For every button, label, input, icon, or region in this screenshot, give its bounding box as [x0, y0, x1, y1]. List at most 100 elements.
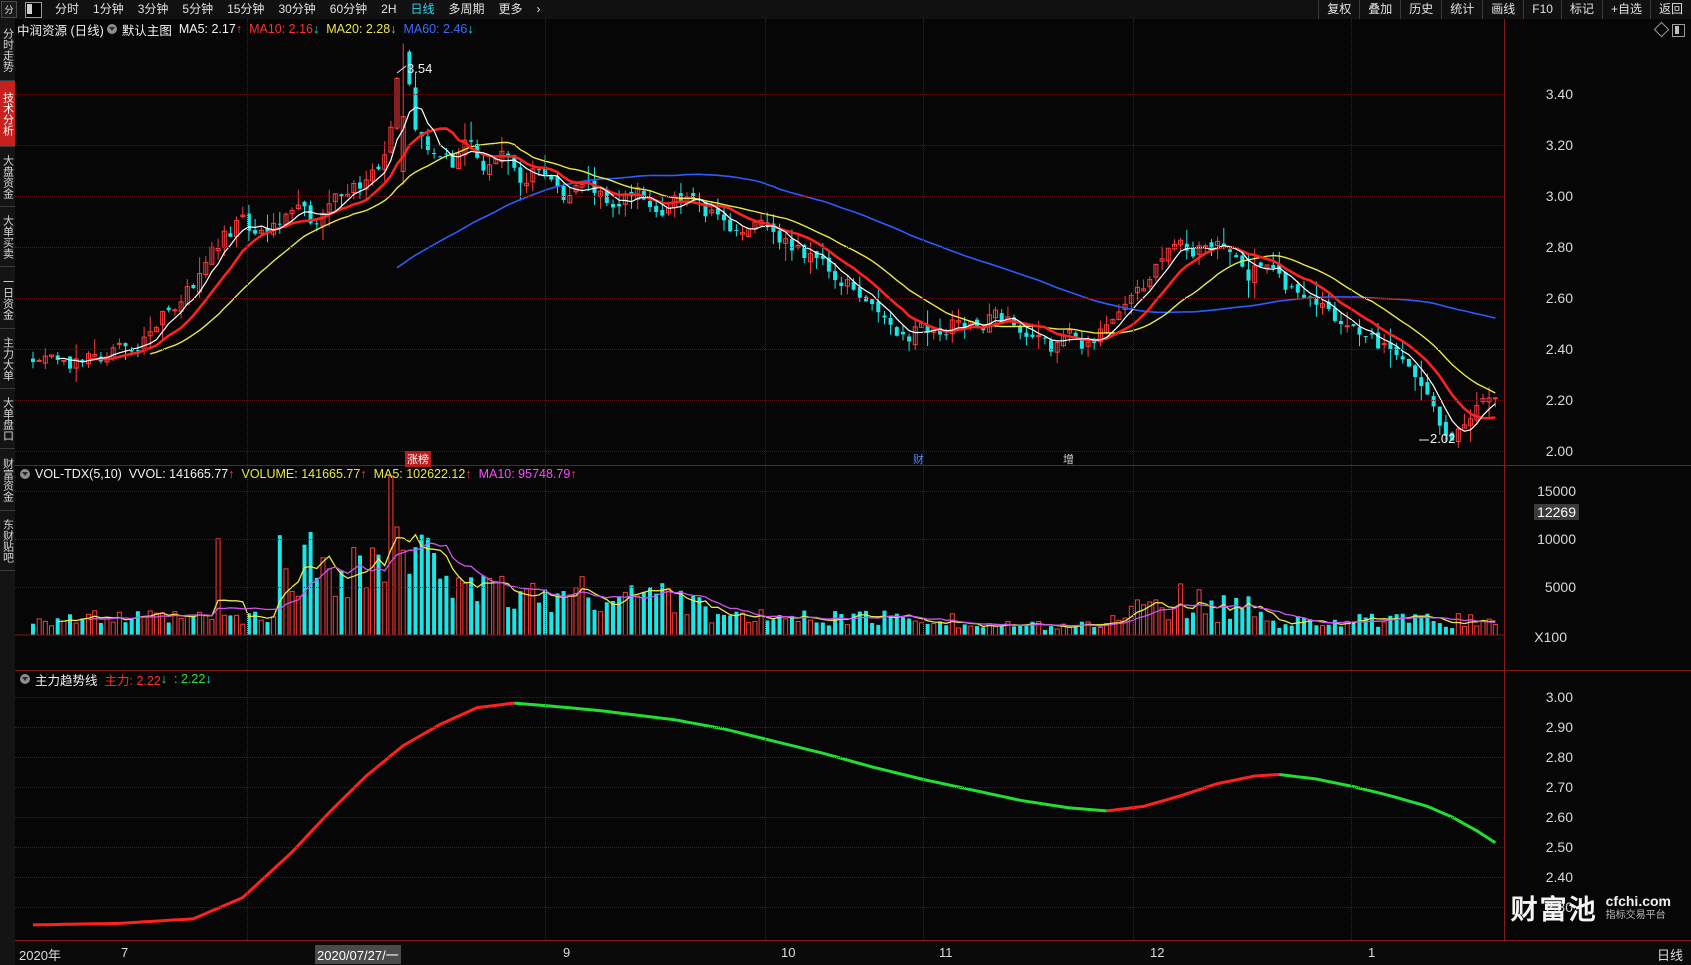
chart-marker-0[interactable]: 涨榜	[405, 451, 431, 467]
vol-ma10-arrow: ↑	[570, 467, 577, 481]
toolbar-actions: 复权 叠加 历史 统计 画线 F10 标记 +自选 返回	[1318, 0, 1691, 19]
price-panel: 中润资源 (日线) 默认主图 MA5: 2.17 ↑ MA10: 2.16 ↓ MA…	[15, 19, 1691, 467]
toolbar-action-4[interactable]: 画线	[1482, 0, 1523, 19]
toolbar-action-3[interactable]: 统计	[1441, 0, 1482, 19]
indicator-axis-label-6: 2.40	[1545, 869, 1573, 885]
sidebar-item-0[interactable]: 分时走势	[0, 19, 15, 81]
toolbar-action-6[interactable]: 标记	[1560, 0, 1602, 19]
chart-marker-1[interactable]: 财	[913, 454, 924, 466]
date-tick-7: 1	[1368, 945, 1376, 960]
period-tab-0[interactable]: 分时	[55, 2, 80, 16]
volume-title[interactable]: VOL-TDX(5,10)	[35, 467, 122, 481]
vvol-value: VVOL: 141665.77	[128, 467, 229, 481]
price-axis-label-2: 3.00	[1545, 188, 1573, 204]
price-axis-label-4: 2.60	[1545, 290, 1573, 306]
toolbar-action-7[interactable]: +自选	[1601, 0, 1650, 19]
price-plot[interactable]	[15, 19, 1505, 465]
indicator-panel: 主力趋势线 主力: 2.22 ↓ : 2.22 ↓ 3.00 2.90 2.80 2.70…	[15, 670, 1691, 946]
volume-axis: 15000 10000 5000 12269 X100	[1504, 465, 1691, 670]
low-annotation: 2.02	[1419, 431, 1456, 446]
price-header: 中润资源 (日线) 默认主图 MA5: 2.17 ↑ MA10: 2.16 ↓ MA…	[17, 21, 474, 38]
volume-value: VOLUME: 141665.77	[241, 467, 361, 481]
volume-header: VOL-TDX(5,10) VVOL: 141665.77 ↑ VOLUME: 1…	[17, 466, 577, 482]
volume-axis-label-1: 10000	[1537, 531, 1576, 547]
more-arrow-icon[interactable]: ›	[536, 2, 541, 16]
volume-arrow: ↑	[360, 467, 367, 481]
toolbar-action-0[interactable]: 复权	[1318, 0, 1359, 19]
sidebar-item-7[interactable]: 财富资金	[0, 449, 15, 511]
period-tab-9[interactable]: 多周期	[448, 2, 485, 16]
watermark: 财富池 cfchi.com 指标交易平台	[1511, 888, 1671, 927]
ma60-value: MA60: 2.46	[403, 22, 468, 36]
volume-bars	[15, 475, 1505, 636]
price-axis-label-3: 2.80	[1545, 239, 1573, 255]
sidebar-item-2[interactable]: 大盘资金	[0, 147, 15, 207]
top-toolbar: 分 分时 1分钟 3分钟 5分钟 15分钟 30分钟 60分钟 2H 日线 多周期 更多 › 复权叠…	[0, 0, 1691, 20]
period-tab-10[interactable]: 更多	[498, 2, 523, 16]
period-tab-5[interactable]: 30分钟	[278, 2, 316, 16]
toolbar-action-5[interactable]: F10	[1523, 0, 1561, 19]
indicator-axis-label-2: 2.80	[1545, 749, 1573, 765]
date-tick-3: 9	[563, 945, 571, 960]
indicator-axis-label-1: 2.90	[1545, 719, 1573, 735]
indicator-axis-label-0: 3.00	[1545, 689, 1573, 705]
ma60-arrow: ↓	[467, 22, 474, 36]
indicator-plot[interactable]	[15, 670, 1505, 946]
vol-ma5-value: MA5: 102622.12	[373, 467, 466, 481]
indicator-header: 主力趋势线 主力: 2.22 ↓ : 2.22 ↓	[17, 671, 212, 688]
period-tabs: 分时 1分钟 3分钟 5分钟 15分钟 30分钟 60分钟 2H 日线 多周期 更多	[48, 0, 530, 19]
price-axis-label-6: 2.20	[1545, 392, 1573, 408]
trend-title[interactable]: 主力趋势线	[35, 673, 98, 688]
sidebar-item-4[interactable]: 一日资金	[0, 267, 15, 329]
sidebar-item-1[interactable]: 技术分析	[0, 81, 15, 147]
toolbar-action-1[interactable]: 叠加	[1359, 0, 1400, 19]
indicator-name[interactable]: 默认主图	[121, 23, 172, 38]
sidebar-item-5[interactable]: 主力大单	[0, 329, 15, 389]
period-tab-4[interactable]: 15分钟	[227, 2, 265, 16]
volume-plot[interactable]	[15, 465, 1505, 670]
sidebar-item-6[interactable]: 大单盘口	[0, 389, 15, 449]
price-axis-label-5: 2.40	[1545, 341, 1573, 357]
date-tick-4: 10	[781, 945, 796, 960]
price-axis-label-0: 3.40	[1545, 86, 1573, 102]
indicator-dropdown-icon[interactable]	[106, 24, 117, 34]
volume-axis-unit: X100	[1534, 629, 1567, 645]
chart-stage: 中润资源 (日线) 默认主图 MA5: 2.17 ↑ MA10: 2.16 ↓ MA…	[15, 19, 1691, 965]
trend-main-value: 主力: 2.22	[104, 673, 161, 688]
date-tick-2: 2020/07/27/一	[315, 945, 401, 964]
period-tab-3[interactable]: 5分钟	[182, 2, 214, 16]
ma20-arrow: ↓	[390, 22, 397, 36]
watermark-en: cfchi.com 指标交易平台	[1606, 893, 1671, 920]
indicator-axis-label-7: 2.30	[1545, 899, 1573, 915]
layout-box-icon[interactable]	[1672, 24, 1685, 37]
indicator-axis-label-5: 2.50	[1545, 839, 1573, 855]
volume-panel: VOL-TDX(5,10) VVOL: 141665.77 ↑ VOLUME: 1…	[15, 465, 1691, 670]
date-tick-6: 12	[1150, 945, 1165, 960]
ma5-value: MA5: 2.17	[178, 22, 236, 36]
toolbar-action-2[interactable]: 历史	[1400, 0, 1441, 19]
trend-dropdown-icon[interactable]	[20, 674, 30, 684]
volume-dropdown-icon[interactable]	[20, 469, 30, 479]
chart-marker-2[interactable]: 增	[1063, 454, 1074, 466]
sidebar-item-8[interactable]: 东财贴吧	[0, 511, 15, 571]
period-tab-7[interactable]: 2H	[381, 2, 397, 16]
diamond-icon[interactable]	[1653, 21, 1670, 38]
period-tab-6[interactable]: 60分钟	[329, 2, 368, 16]
sidebar-item-3[interactable]: 大单买卖	[0, 207, 15, 267]
period-tab-8[interactable]: 日线	[410, 2, 435, 16]
date-axis: 2020年 7 2020/07/27/一 9 10 11 12 1 日线	[15, 940, 1691, 965]
volume-axis-current: 12269	[1534, 504, 1579, 520]
toolbar-action-8[interactable]: 返回	[1649, 0, 1691, 19]
app-logo-icon: 分	[1, 1, 17, 18]
period-tab-1[interactable]: 1分钟	[93, 2, 124, 16]
vvol-arrow: ↑	[228, 467, 235, 481]
ma5-arrow: ↑	[235, 22, 243, 36]
price-axis-label-1: 3.20	[1545, 137, 1573, 153]
volume-axis-label-2: 5000	[1544, 579, 1576, 595]
period-tab-2[interactable]: 3分钟	[137, 2, 169, 16]
price-axis-label-7: 2.00	[1545, 443, 1573, 459]
symbol-title[interactable]: 中润资源 (日线)	[17, 23, 104, 38]
ma10-value: MA10: 2.16	[249, 22, 313, 36]
layout-toggle-icon[interactable]	[25, 1, 42, 18]
